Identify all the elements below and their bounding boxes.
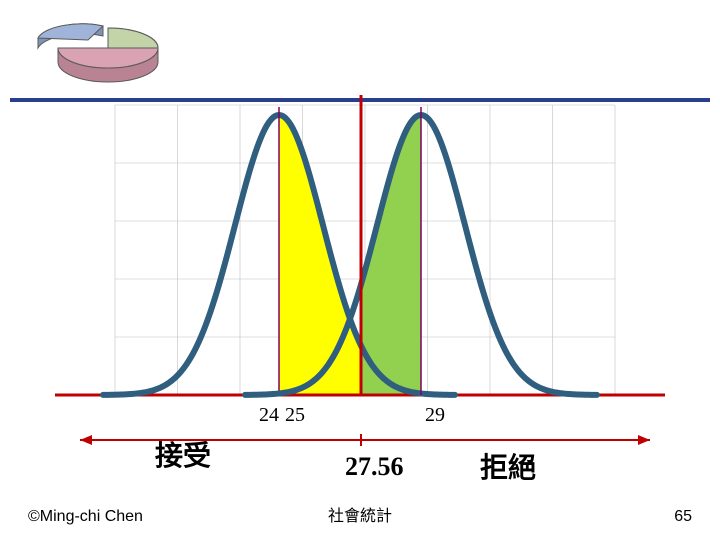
pie-logo-svg (18, 14, 178, 92)
slide: 24 25 29 接受 拒絕 27.56 ©Ming-chi Chen 社會統計 6… (0, 0, 720, 540)
footer-center: 社會統計 (328, 502, 392, 526)
xtick-label: 25 (285, 404, 305, 427)
copyright: ©Ming-chi Chen (28, 508, 143, 526)
page-number: 65 (674, 508, 692, 526)
reject-label: 拒絕 (480, 446, 536, 486)
hypothesis-chart (55, 95, 665, 405)
pie-logo (18, 14, 178, 92)
critical-value: 27.56 (345, 452, 404, 482)
chart-svg (55, 95, 665, 405)
accept-label: 接受 (155, 434, 211, 474)
region-row: 接受 拒絕 27.56 (40, 434, 680, 494)
x-axis-labels: 24 25 29 (55, 404, 665, 432)
xtick-label: 24 (259, 404, 279, 427)
footer: ©Ming-chi Chen 社會統計 65 (0, 504, 720, 526)
xtick-label: 29 (425, 404, 445, 427)
